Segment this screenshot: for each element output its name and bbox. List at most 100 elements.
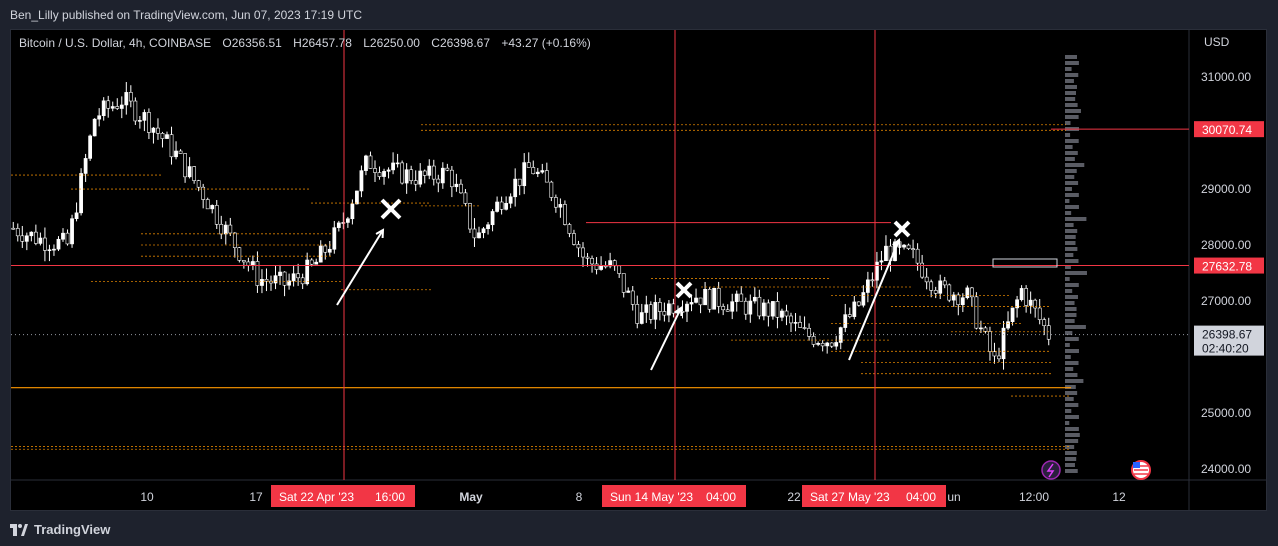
volume-profile-bar [1065,427,1079,431]
volume-profile-bar [1065,361,1079,365]
candle-body [612,260,617,267]
arrow-icon-head [673,306,683,317]
candle-body [151,127,156,133]
cross-marker-icon [380,198,402,220]
candle-body [210,205,215,210]
currency-label: USD [1204,35,1230,49]
candle-body [332,227,337,250]
volume-profile-bar [1065,229,1078,233]
candle-body [477,232,481,239]
candle-body [508,196,513,204]
candle-body [83,158,88,174]
candle-body [712,287,717,310]
candle-body [865,279,870,293]
candle-body [743,300,748,315]
tradingview-logo[interactable]: TradingView [10,522,110,537]
candle-body [377,172,382,177]
volume-profile-bar [1065,415,1079,419]
candle-body [345,218,350,223]
price-tick-label: 25000.00 [1201,406,1251,420]
candle-body [65,232,70,245]
candle-body [287,280,291,286]
candle-body [757,296,762,317]
candle-body [495,201,499,212]
candle-body [499,201,504,210]
candle-body [752,296,757,302]
candle-body [599,265,603,270]
candle-body [549,181,554,198]
candle-body [142,112,147,121]
candle-body [951,294,956,301]
time-tick-label: 10 [140,490,154,504]
ohlc-low: L26250.00 [363,36,420,50]
candle-body [721,306,726,311]
candle-body [748,300,753,315]
candle-body [70,218,74,245]
candle-body [504,203,509,210]
candle-body [223,224,228,235]
candle-body [856,301,861,306]
candle-body [703,288,707,306]
volume-profile-bar [1065,349,1079,353]
price-chart[interactable]: USD 31000.00 29000.00 28000.00 27000.00 25000… [11,30,1267,511]
candle-body [445,167,450,171]
publisher-text: Ben_Lilly published on TradingView.com, … [10,8,363,22]
candle-body [395,162,400,165]
volume-profile-bar [1065,205,1079,209]
price-label-upper: 30070.74 [1202,123,1252,137]
candle-body [468,203,472,230]
volume-profile-bar [1065,295,1078,299]
volume-profile-bar [1065,139,1079,143]
candle-body [110,106,115,109]
candle-body [657,302,662,312]
cross-marker-icon [675,281,693,299]
candle-body [635,304,640,324]
volume-profile-bar [1065,187,1072,191]
candle-body [969,287,974,298]
candle-body [553,197,558,208]
candle-body [137,120,142,122]
candle-body [459,183,463,194]
candle-body [196,180,201,188]
candle-body [517,178,522,187]
time-highlight-date: Sat 22 Apr '23 [279,490,354,504]
candle-body [929,281,934,291]
candle-body [237,247,242,261]
candle-body [526,162,531,168]
chart-area[interactable]: USD 31000.00 29000.00 28000.00 27000.00 25000… [10,29,1267,511]
time-highlight-box [271,485,415,507]
arrow-icon [650,307,682,371]
volume-profile-bar [1065,103,1078,107]
candle-body [486,224,490,230]
candle-body [422,170,427,176]
candle-body [780,310,784,318]
candle-body [427,165,432,176]
time-highlight-date: Sun 14 May '23 [610,490,693,504]
candle-body [29,231,34,237]
candle-body [802,327,807,329]
candle-body [318,245,323,263]
volume-profile-bar [1065,163,1085,167]
volume-profile-bar [1065,433,1080,437]
candle-body [156,127,160,134]
volume-profile-bar [1065,217,1087,221]
volume-profile-bar [1065,223,1074,227]
candle-body [449,169,454,188]
candle-body [847,314,852,317]
volume-profile-bar [1065,211,1072,215]
brand-text: TradingView [34,522,111,537]
candle-body [282,271,287,286]
candle-body [590,258,594,265]
candle-body [662,311,667,316]
candle-body [368,155,373,169]
candle-body [698,297,703,306]
volume-profile-bar [1065,241,1076,245]
candle-body [621,273,626,293]
candle-body [11,227,16,230]
candle-body [834,342,839,347]
candle-body [336,222,341,228]
volume-profile-bar [1065,367,1074,371]
candle-body [513,178,518,198]
candle-body [481,228,486,234]
time-tick-label: 12:00 [1019,490,1049,504]
